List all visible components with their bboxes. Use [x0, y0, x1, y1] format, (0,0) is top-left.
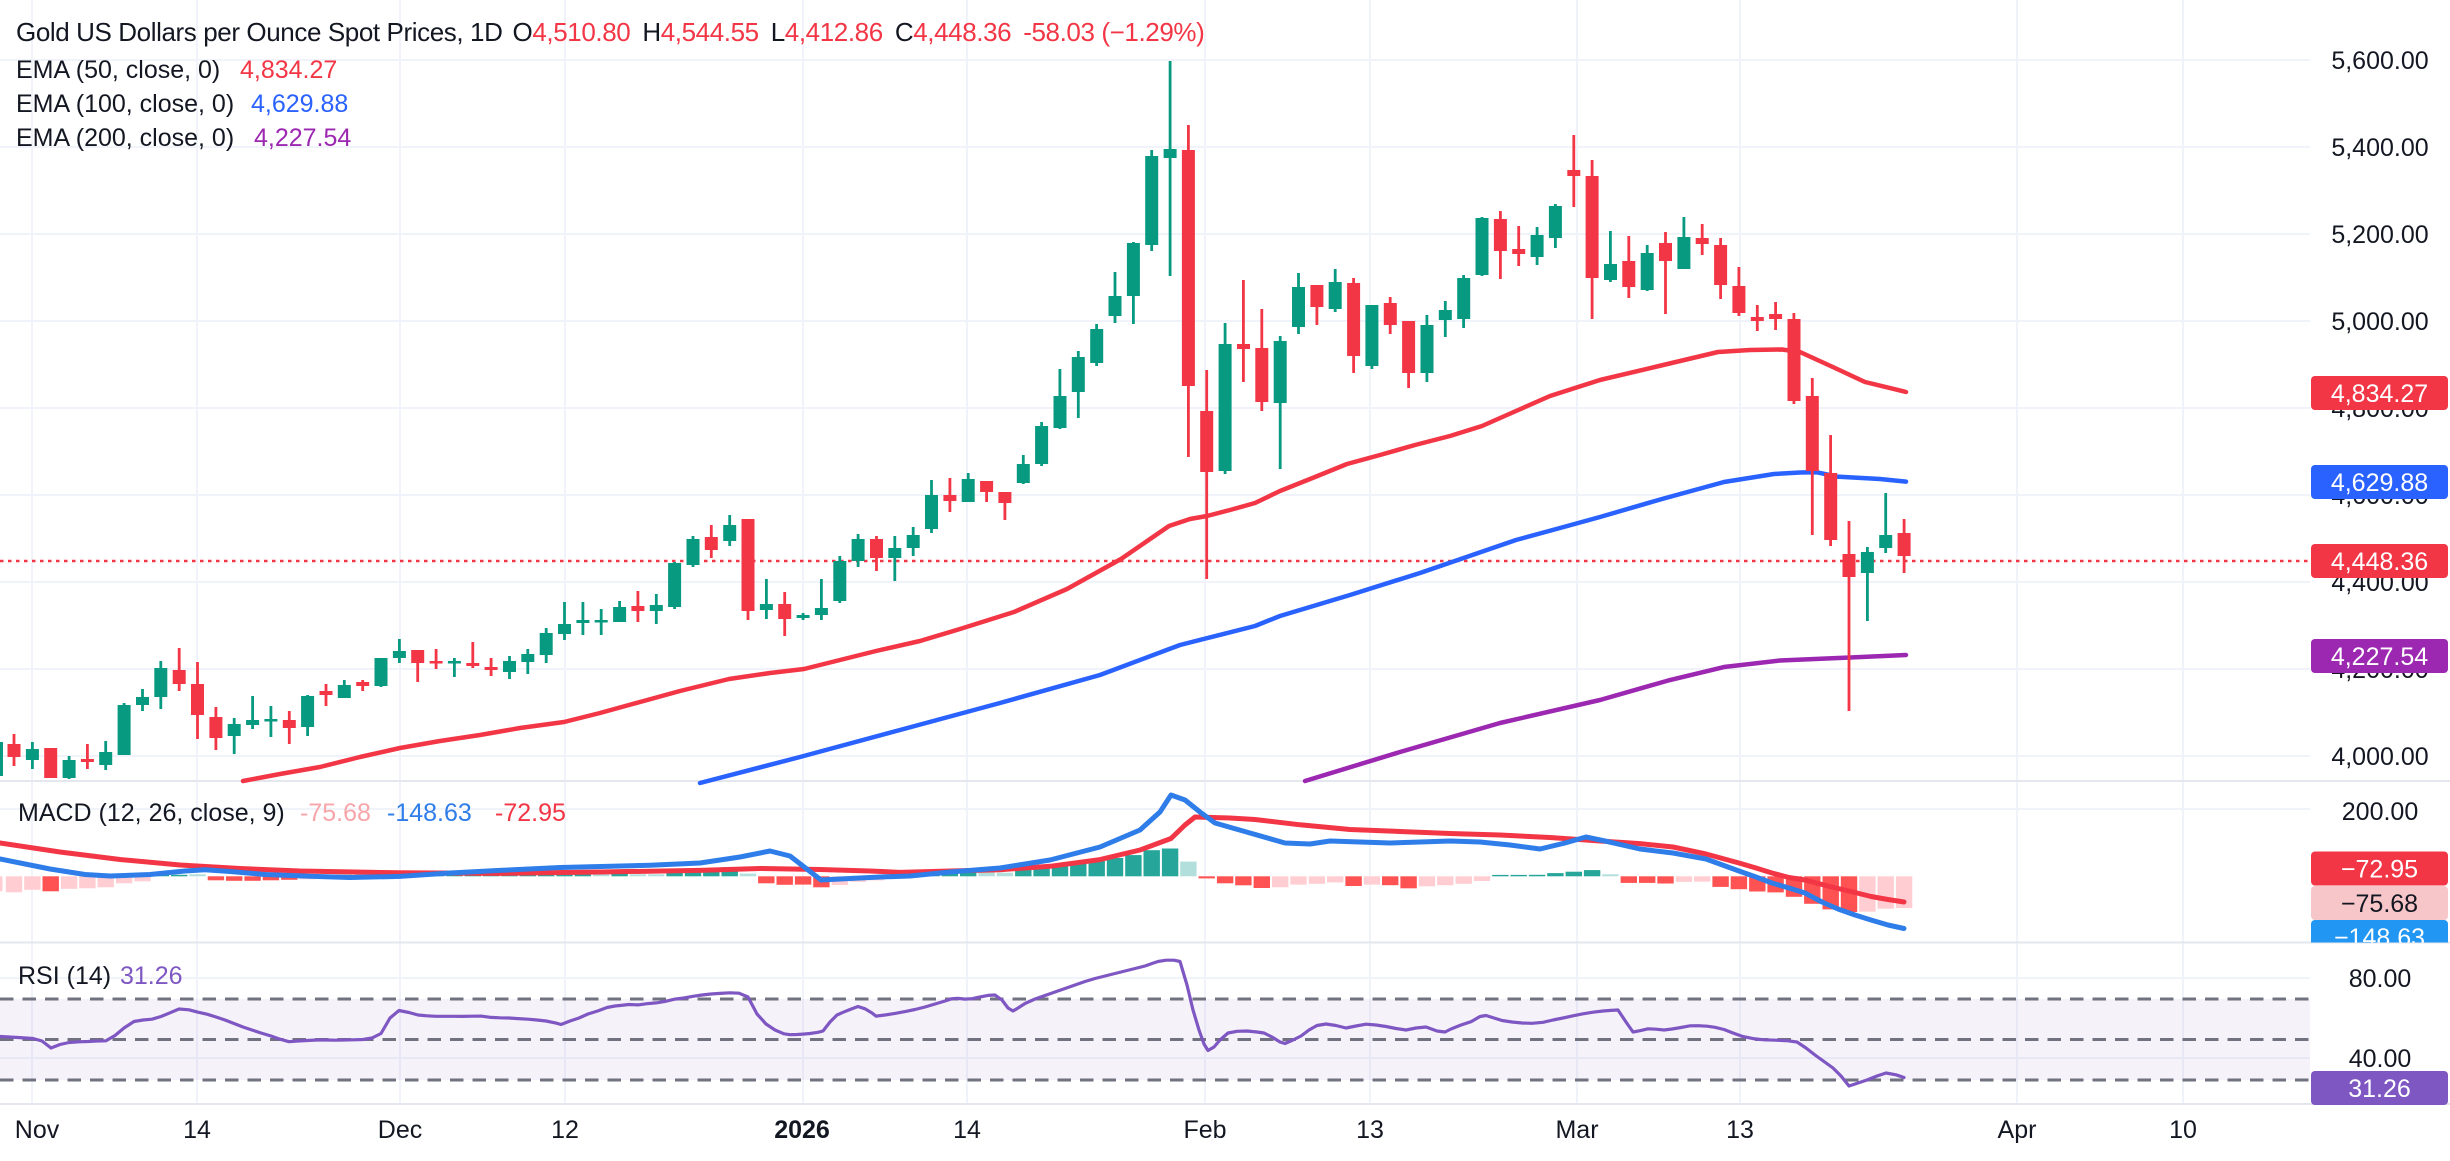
svg-text:-75.68: -75.68 [300, 799, 371, 827]
svg-text:-148.63: -148.63 [387, 799, 472, 827]
svg-text:4,227.54: 4,227.54 [2331, 643, 2428, 671]
svg-text:Mar: Mar [1555, 1116, 1598, 1144]
svg-text:2026: 2026 [774, 1116, 830, 1144]
svg-text:−75.68: −75.68 [2341, 890, 2418, 918]
svg-text:Apr: Apr [1998, 1116, 2037, 1144]
svg-text:200.00: 200.00 [2342, 798, 2418, 826]
svg-text:EMA (200, close, 0): EMA (200, close, 0) [16, 124, 234, 152]
svg-text:Nov: Nov [15, 1116, 60, 1144]
svg-text:-72.95: -72.95 [495, 799, 566, 827]
svg-text:5,600.00: 5,600.00 [2331, 47, 2428, 75]
svg-text:13: 13 [1726, 1116, 1754, 1144]
svg-text:4,629.88: 4,629.88 [2331, 469, 2428, 497]
svg-text:31.26: 31.26 [2348, 1075, 2411, 1103]
svg-text:4,834.27: 4,834.27 [2331, 380, 2428, 408]
svg-text:10: 10 [2169, 1116, 2197, 1144]
svg-text:4,448.36: 4,448.36 [2331, 548, 2428, 576]
svg-text:4,629.88: 4,629.88 [251, 90, 348, 118]
svg-text:31.26: 31.26 [120, 962, 183, 990]
svg-text:5,400.00: 5,400.00 [2331, 134, 2428, 162]
svg-text:4,000.00: 4,000.00 [2331, 743, 2428, 771]
svg-text:40.00: 40.00 [2349, 1045, 2412, 1073]
svg-text:5,200.00: 5,200.00 [2331, 221, 2428, 249]
svg-text:Gold US Dollars per Ounce Spot: Gold US Dollars per Ounce Spot Prices, 1… [16, 17, 1204, 47]
svg-text:Feb: Feb [1183, 1116, 1226, 1144]
svg-text:−72.95: −72.95 [2341, 856, 2418, 884]
svg-text:14: 14 [953, 1116, 981, 1144]
svg-text:EMA (50, close, 0): EMA (50, close, 0) [16, 56, 220, 84]
svg-text:12: 12 [551, 1116, 579, 1144]
svg-text:MACD (12, 26, close, 9): MACD (12, 26, close, 9) [18, 799, 285, 827]
svg-text:80.00: 80.00 [2349, 965, 2412, 993]
svg-text:14: 14 [183, 1116, 211, 1144]
svg-text:4,227.54: 4,227.54 [254, 124, 351, 152]
svg-text:Dec: Dec [378, 1116, 422, 1144]
svg-text:−148.63: −148.63 [2334, 924, 2425, 952]
svg-text:EMA (100, close, 0): EMA (100, close, 0) [16, 90, 234, 118]
svg-text:13: 13 [1356, 1116, 1384, 1144]
svg-text:4,834.27: 4,834.27 [240, 56, 337, 84]
svg-text:RSI (14): RSI (14) [18, 962, 111, 990]
svg-text:5,000.00: 5,000.00 [2331, 308, 2428, 336]
